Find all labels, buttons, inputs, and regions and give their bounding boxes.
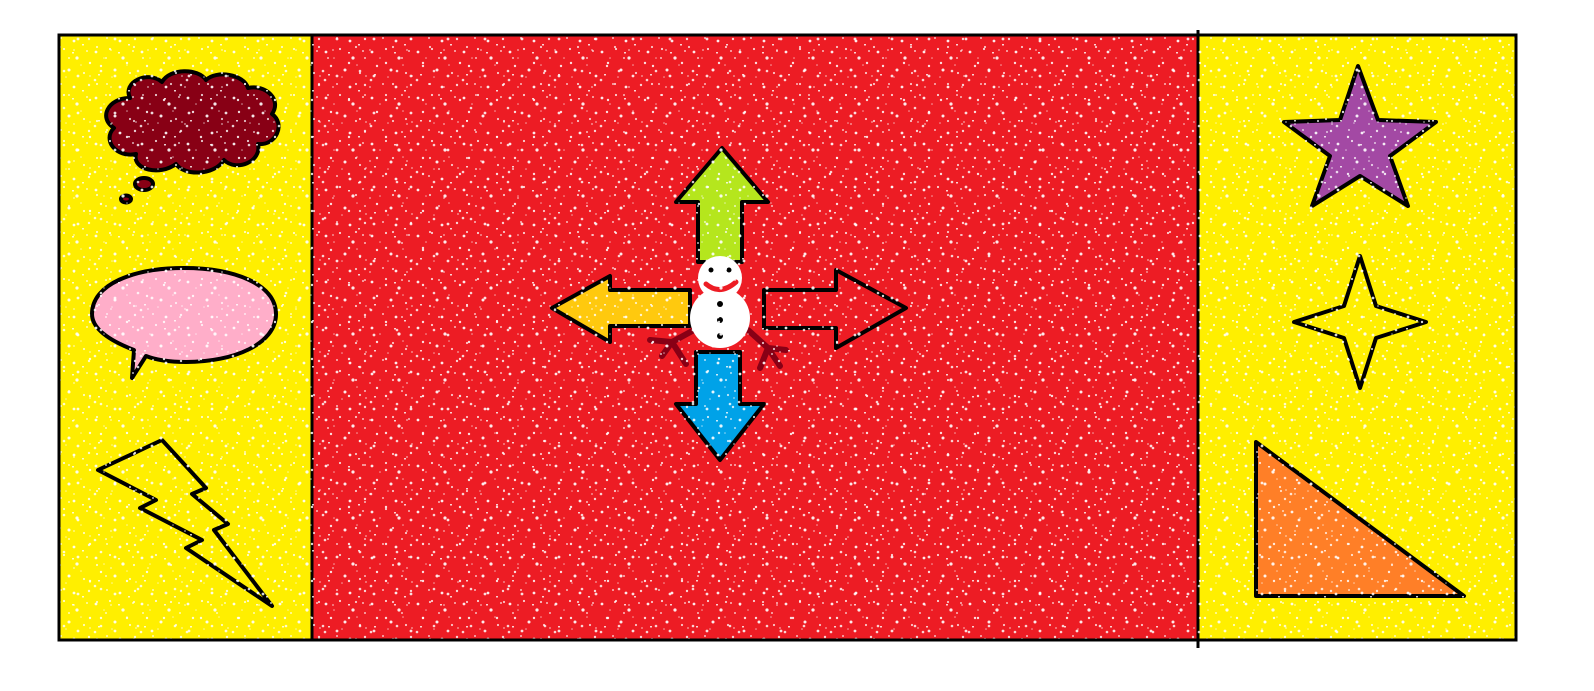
speckle-overlay-2 bbox=[59, 35, 1516, 640]
outer-border bbox=[57, 33, 1518, 642]
